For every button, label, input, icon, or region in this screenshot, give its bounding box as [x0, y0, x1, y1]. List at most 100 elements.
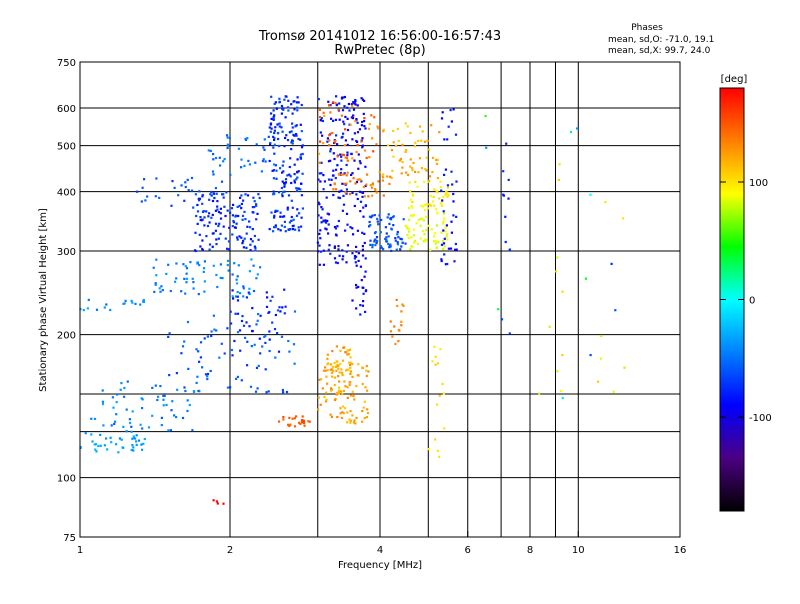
data-point [198, 233, 201, 236]
data-point [259, 314, 262, 317]
data-point [395, 144, 398, 147]
data-point [364, 127, 367, 130]
data-point [249, 249, 252, 252]
data-point [185, 277, 188, 280]
data-point [296, 176, 299, 179]
data-point [333, 361, 336, 365]
data-point [361, 248, 364, 251]
data-point [189, 261, 192, 264]
data-point [295, 415, 298, 418]
data-point [434, 355, 437, 358]
data-point [396, 127, 399, 130]
data-point [183, 340, 186, 343]
data-point [440, 201, 443, 204]
data-point [354, 182, 357, 185]
data-point [154, 195, 157, 198]
data-point [119, 388, 122, 391]
data-point [436, 177, 439, 180]
data-point [414, 170, 417, 173]
data-point [354, 261, 357, 264]
data-point [364, 165, 367, 168]
data-point [284, 181, 287, 184]
data-point [227, 144, 230, 147]
data-point [364, 204, 367, 207]
data-point [250, 258, 253, 261]
data-point [135, 440, 138, 443]
x-tick-label: 4 [377, 545, 383, 556]
data-point [273, 216, 276, 219]
data-point [333, 257, 337, 260]
data-point [382, 173, 385, 176]
data-point [103, 444, 106, 447]
data-point [341, 135, 344, 138]
data-point [560, 389, 563, 392]
data-point [111, 396, 114, 399]
data-point [382, 130, 385, 133]
data-point [170, 409, 173, 412]
data-point [236, 236, 239, 239]
data-point [409, 131, 412, 135]
data-point [273, 114, 276, 117]
data-point [140, 200, 143, 203]
data-point [268, 338, 271, 341]
data-point [418, 125, 422, 128]
data-point [395, 298, 398, 301]
data-point [337, 390, 340, 393]
data-point [293, 173, 296, 176]
data-point [158, 287, 161, 290]
data-point [186, 399, 189, 402]
data-point [319, 116, 322, 119]
data-point [589, 354, 592, 357]
data-point [156, 398, 159, 402]
data-point [226, 136, 229, 139]
data-point [94, 443, 97, 446]
data-point [392, 155, 395, 158]
data-point [333, 245, 336, 248]
data-point [361, 366, 364, 369]
data-point [355, 181, 359, 184]
data-point [342, 194, 345, 197]
data-point [251, 240, 254, 243]
data-point [93, 443, 96, 446]
data-point [362, 112, 365, 115]
data-point [348, 361, 351, 364]
data-point [339, 407, 342, 410]
data-point [411, 200, 414, 203]
data-point [504, 240, 507, 244]
data-point [245, 296, 248, 299]
data-point [362, 300, 365, 303]
data-point [429, 204, 433, 207]
data-point [301, 144, 304, 147]
data-point [201, 247, 204, 251]
data-point [337, 392, 340, 395]
data-point [420, 139, 423, 142]
data-point [346, 159, 349, 162]
data-point [198, 197, 201, 200]
data-point [159, 385, 162, 388]
data-point [199, 341, 203, 344]
data-point [349, 361, 352, 364]
data-point [326, 212, 329, 215]
data-point [344, 128, 347, 131]
data-point [95, 450, 98, 453]
data-point [154, 283, 157, 286]
data-point [186, 320, 190, 324]
data-point [274, 356, 277, 359]
data-point [175, 262, 178, 265]
data-point [281, 164, 284, 167]
data-point [349, 226, 352, 229]
data-point [234, 215, 237, 218]
data-point [248, 163, 251, 166]
data-point [298, 212, 301, 215]
data-point [444, 193, 447, 196]
data-point [390, 227, 393, 230]
data-point [208, 212, 211, 215]
data-point [348, 418, 351, 421]
data-point [274, 126, 277, 129]
data-point [226, 247, 229, 250]
data-point [162, 398, 165, 401]
data-point [387, 144, 390, 147]
data-point [317, 250, 320, 253]
data-point [206, 378, 209, 381]
data-point [428, 148, 431, 151]
